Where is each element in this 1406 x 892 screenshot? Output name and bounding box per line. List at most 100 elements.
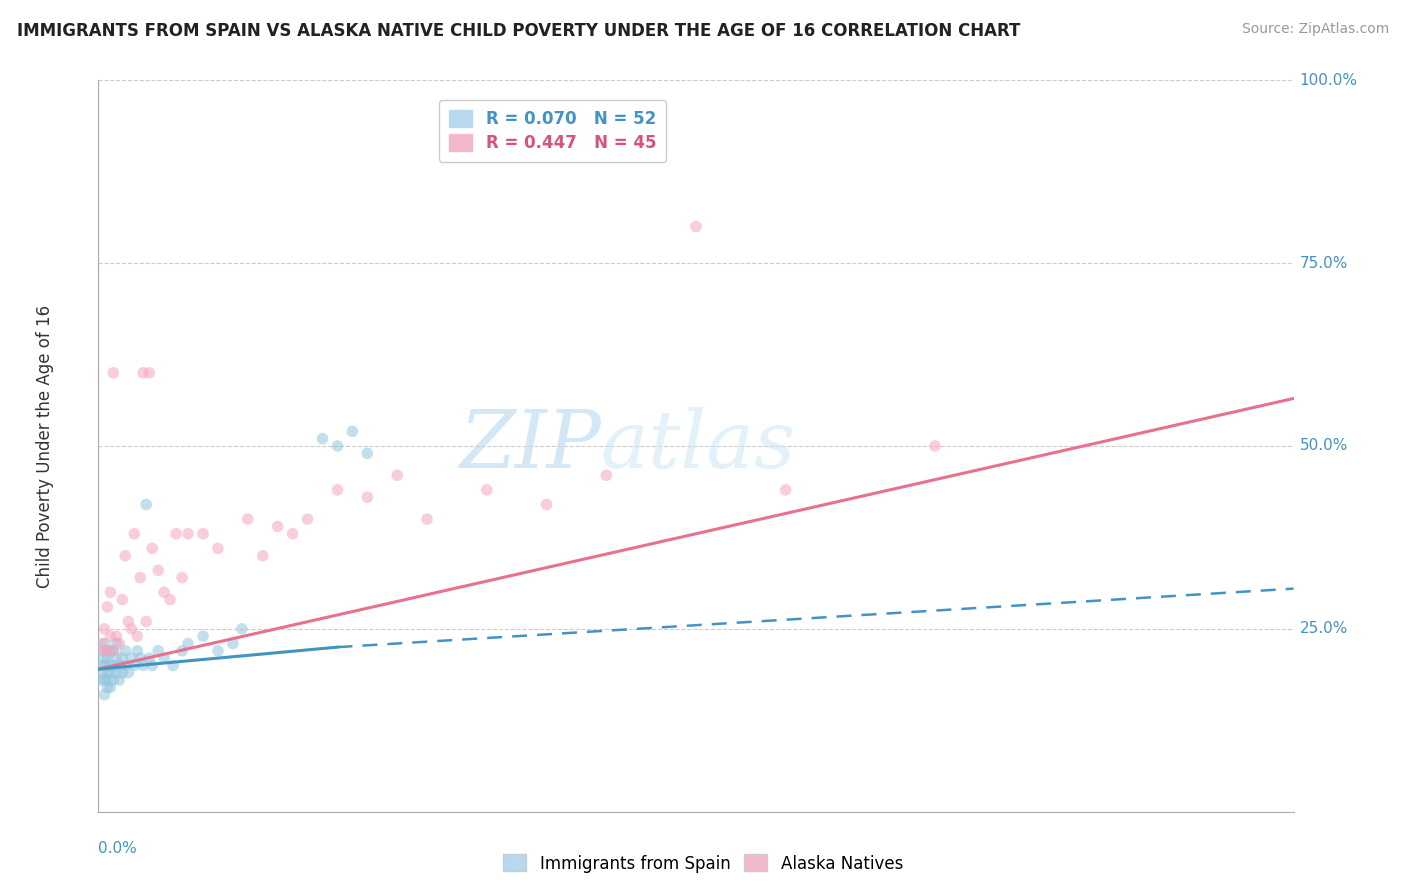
Point: [141, 658, 163, 673]
Point: [177, 636, 200, 650]
Point: [475, 483, 498, 497]
Point: [172, 644, 194, 658]
Point: [108, 658, 131, 673]
Point: [93, 622, 115, 636]
Text: atlas: atlas: [600, 408, 796, 484]
Point: [93, 688, 115, 702]
Point: [311, 432, 333, 446]
Point: [93, 644, 115, 658]
Point: [326, 439, 349, 453]
Point: [114, 644, 136, 658]
Point: [98, 644, 122, 658]
Point: [120, 622, 142, 636]
Text: IMMIGRANTS FROM SPAIN VS ALASKA NATIVE CHILD POVERTY UNDER THE AGE OF 16 CORRELA: IMMIGRANTS FROM SPAIN VS ALASKA NATIVE C…: [17, 22, 1021, 40]
Point: [236, 512, 259, 526]
Point: [326, 483, 349, 497]
Point: [138, 651, 160, 665]
Point: [93, 651, 115, 665]
Point: [138, 366, 160, 380]
Point: [129, 651, 152, 665]
Point: [96, 644, 118, 658]
Point: [135, 615, 157, 629]
Point: [117, 665, 139, 680]
Point: [93, 636, 115, 650]
Point: [127, 644, 149, 658]
Point: [105, 629, 128, 643]
Point: [177, 526, 200, 541]
Legend: R = 0.070   N = 52, R = 0.447   N = 45: R = 0.070 N = 52, R = 0.447 N = 45: [439, 100, 666, 161]
Point: [595, 468, 617, 483]
Point: [159, 592, 181, 607]
Point: [416, 512, 439, 526]
Legend: Immigrants from Spain, Alaska Natives: Immigrants from Spain, Alaska Natives: [496, 847, 910, 880]
Point: [96, 644, 118, 658]
Point: [124, 658, 146, 673]
Text: Source: ZipAtlas.com: Source: ZipAtlas.com: [1241, 22, 1389, 37]
Point: [90, 644, 112, 658]
Point: [207, 541, 229, 556]
Point: [98, 585, 122, 599]
Point: [141, 541, 163, 556]
Point: [924, 439, 946, 453]
Point: [96, 673, 118, 687]
Point: [103, 673, 125, 687]
Point: [105, 665, 128, 680]
Point: [90, 673, 112, 687]
Point: [108, 636, 131, 650]
Point: [153, 585, 176, 599]
Point: [222, 636, 245, 650]
Point: [117, 615, 139, 629]
Point: [90, 636, 112, 650]
Point: [124, 526, 146, 541]
Point: [103, 644, 125, 658]
Text: Child Poverty Under the Age of 16: Child Poverty Under the Age of 16: [35, 304, 53, 588]
Point: [96, 599, 118, 614]
Point: [111, 665, 134, 680]
Point: [207, 644, 229, 658]
Point: [108, 673, 131, 687]
Point: [98, 658, 122, 673]
Point: [162, 658, 184, 673]
Point: [385, 468, 409, 483]
Point: [148, 563, 170, 577]
Point: [103, 366, 125, 380]
Point: [111, 592, 134, 607]
Point: [98, 665, 122, 680]
Text: 25.0%: 25.0%: [1299, 622, 1348, 636]
Point: [356, 446, 378, 460]
Point: [132, 366, 155, 380]
Point: [281, 526, 304, 541]
Point: [132, 658, 155, 673]
Point: [105, 651, 128, 665]
Point: [96, 665, 118, 680]
Point: [135, 498, 157, 512]
Point: [105, 636, 128, 650]
Point: [191, 526, 214, 541]
Point: [90, 658, 112, 673]
Point: [267, 519, 290, 533]
Point: [252, 549, 274, 563]
Point: [98, 629, 122, 643]
Point: [96, 681, 118, 695]
Point: [297, 512, 319, 526]
Point: [120, 651, 142, 665]
Point: [172, 571, 194, 585]
Point: [685, 219, 707, 234]
Point: [775, 483, 797, 497]
Point: [231, 622, 253, 636]
Point: [98, 681, 122, 695]
Text: 50.0%: 50.0%: [1299, 439, 1348, 453]
Point: [536, 498, 558, 512]
Point: [165, 526, 187, 541]
Point: [93, 673, 115, 687]
Point: [114, 658, 136, 673]
Point: [114, 549, 136, 563]
Point: [93, 658, 115, 673]
Point: [111, 651, 134, 665]
Text: ZIP: ZIP: [458, 408, 600, 484]
Point: [153, 651, 176, 665]
Point: [90, 665, 112, 680]
Point: [356, 490, 378, 504]
Point: [129, 571, 152, 585]
Point: [127, 629, 149, 643]
